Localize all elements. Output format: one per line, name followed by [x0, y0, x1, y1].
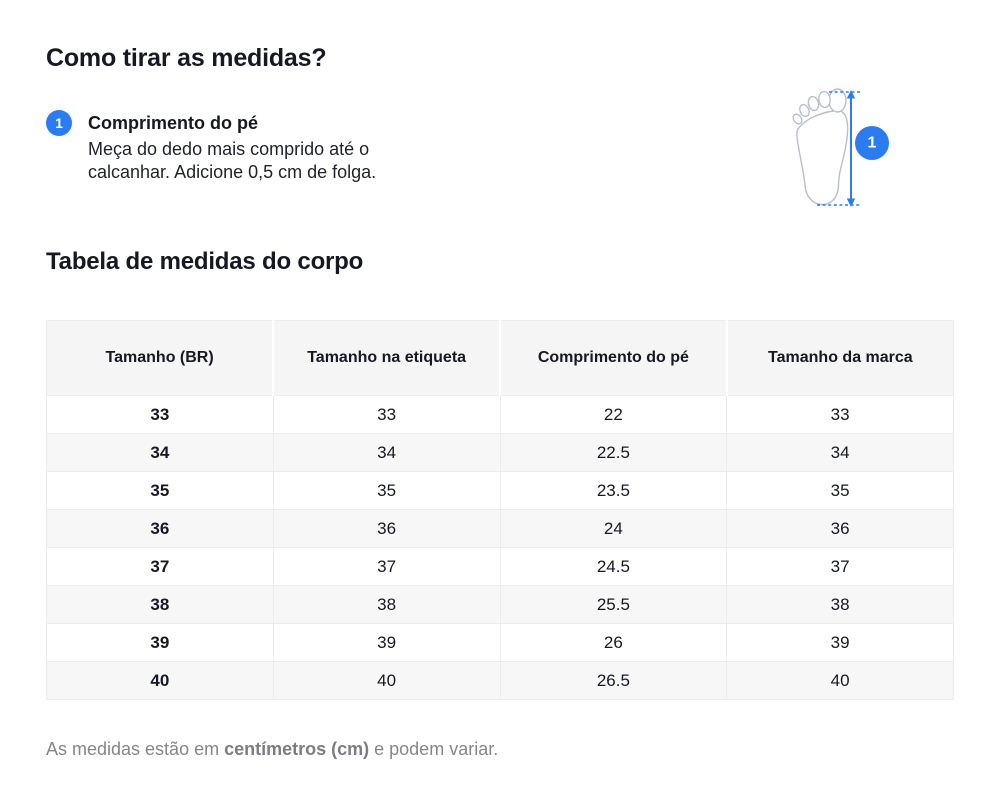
size-br-cell: 36 [46, 509, 274, 548]
table-row: 34 34 22.5 34 [46, 433, 954, 472]
little-toe [792, 113, 803, 125]
units-footnote: As medidas estão em centímetros (cm) e p… [46, 738, 954, 760]
table-cell: 26.5 [499, 661, 727, 700]
size-table-body: 33 33 22 33 34 34 22.5 34 35 35 23.5 35 36 36 24 36 37 37… [46, 395, 954, 700]
table-cell: 25.5 [499, 585, 727, 624]
table-cell: 33 [726, 395, 954, 434]
size-guide-page: Como tirar as medidas? 1 Comprimento do … [46, 44, 954, 760]
column-header: Comprimento do pé [499, 320, 727, 396]
column-header: Tamanho na etiqueta [272, 320, 500, 396]
table-cell: 39 [726, 623, 954, 662]
instruction-description-line-2: calcanhar. Adicione 0,5 cm de folga. [88, 162, 377, 182]
illustration-step-badge-label: 1 [868, 135, 877, 152]
table-cell: 24.5 [499, 547, 727, 586]
size-table-head: Tamanho (BR) Tamanho na etiqueta Comprimen… [46, 320, 954, 396]
table-cell: 22 [499, 395, 727, 434]
size-br-cell: 37 [46, 547, 274, 586]
table-cell: 39 [272, 623, 500, 662]
table-cell: 38 [272, 585, 500, 624]
footnote-prefix: As medidas estão em [46, 739, 225, 759]
table-cell: 26 [499, 623, 727, 662]
foot-sole-outline [796, 110, 849, 206]
instruction-text: Comprimento do pé Meça do dedo mais comp… [88, 112, 376, 184]
size-br-cell: 35 [46, 471, 274, 510]
table-header-row: Tamanho (BR) Tamanho na etiqueta Comprimen… [46, 320, 954, 396]
table-cell: 35 [272, 471, 500, 510]
table-cell: 34 [726, 433, 954, 472]
third-toe [807, 95, 820, 112]
size-table: Tamanho (BR) Tamanho na etiqueta Comprimen… [46, 320, 954, 700]
column-header: Tamanho (BR) [46, 320, 274, 396]
arrow-head-top [846, 90, 856, 99]
page-title: Como tirar as medidas? [46, 44, 327, 72]
fourth-toe [799, 103, 810, 118]
table-cell: 36 [726, 509, 954, 548]
table-cell: 40 [272, 661, 500, 700]
table-row: 39 39 26 39 [46, 623, 954, 662]
foot-measurement-illustration: 1 [792, 88, 889, 207]
table-cell: 22.5 [499, 433, 727, 472]
table-row: 40 40 26.5 40 [46, 661, 954, 700]
size-br-cell: 39 [46, 623, 274, 662]
table-cell: 36 [272, 509, 500, 548]
instruction-description-line-1: Meça do dedo mais comprido até o [88, 139, 370, 159]
instruction-title: Comprimento do pé [88, 113, 258, 133]
table-cell: 33 [272, 395, 500, 434]
illustration-step-badge [855, 126, 889, 160]
table-cell: 38 [726, 585, 954, 624]
column-header: Tamanho da marca [725, 320, 954, 396]
table-row: 35 35 23.5 35 [46, 471, 954, 510]
size-table-title: Tabela de medidas do corpo [46, 248, 364, 275]
size-br-cell: 34 [46, 433, 274, 472]
size-br-cell: 33 [46, 395, 274, 434]
footnote-suffix: e podem variar. [369, 739, 499, 759]
size-br-cell: 40 [46, 661, 274, 700]
table-cell: 35 [726, 471, 954, 510]
table-cell: 40 [726, 661, 954, 700]
table-cell: 23.5 [499, 471, 727, 510]
size-br-cell: 38 [46, 585, 274, 624]
table-row: 38 38 25.5 38 [46, 585, 954, 624]
second-toe [818, 90, 831, 109]
table-row: 36 36 24 36 [46, 509, 954, 548]
instruction-description: Meça do dedo mais comprido até o calcanh… [88, 138, 376, 184]
table-row: 33 33 22 33 [46, 395, 954, 434]
table-cell: 37 [726, 547, 954, 586]
table-cell: 24 [499, 509, 727, 548]
table-cell: 37 [272, 547, 500, 586]
arrow-head-bottom [846, 198, 856, 207]
table-cell: 34 [272, 433, 500, 472]
step-1-badge: 1 [46, 110, 72, 136]
footnote-units: centímetros (cm) [224, 739, 370, 759]
measure-instruction-step-1: 1 Comprimento do pé Meça do dedo mais co… [46, 110, 954, 184]
table-row: 37 37 24.5 37 [46, 547, 954, 586]
